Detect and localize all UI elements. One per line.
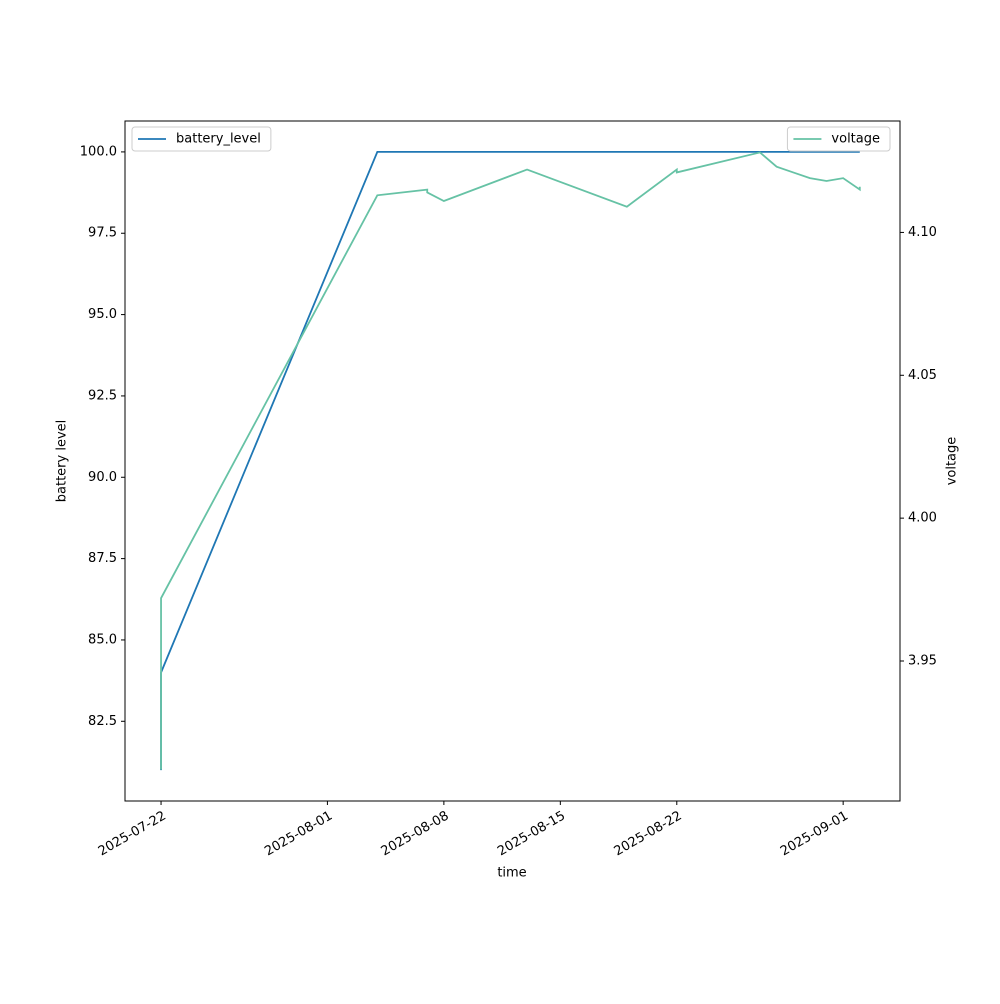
y2-tick-label: 4.10 [908,225,937,240]
y-tick-label: 97.5 [88,226,117,241]
x-tick-label: 2025-08-08 [379,809,452,860]
legend-box [786,126,891,152]
x-tick-label: 2025-07-22 [96,809,169,860]
y-tick-label: 87.5 [88,551,117,566]
y-tick-label: 100.0 [80,144,117,159]
x-tick-label: 2025-08-22 [612,809,685,860]
legend-label: battery_level [176,132,261,147]
y-axis-label: battery level [55,420,70,503]
series-line [160,151,860,771]
y-tick-label: 95.0 [88,307,117,322]
y-tick-label: 82.5 [88,714,117,729]
y-tick-label: 92.5 [88,388,117,403]
y-tick-label: 85.0 [88,632,117,647]
legend: battery_level [131,126,272,152]
series-line [160,151,861,770]
y2-tick-label: 4.00 [908,511,937,526]
legend-box [131,126,272,152]
legend-label: voltage [831,132,880,147]
y2-tick-label: 4.05 [908,368,937,383]
x-tick-label: 2025-09-01 [778,809,851,860]
legend: voltage [786,126,891,152]
plot-frame [124,120,901,802]
x-axis-label: time [497,866,526,881]
y-tick-label: 90.0 [88,470,117,485]
y2-tick-label: 3.95 [908,654,937,669]
x-tick-label: 2025-08-01 [262,809,335,860]
y2-axis-label: voltage [945,437,960,486]
x-tick-label: 2025-08-15 [495,809,568,860]
